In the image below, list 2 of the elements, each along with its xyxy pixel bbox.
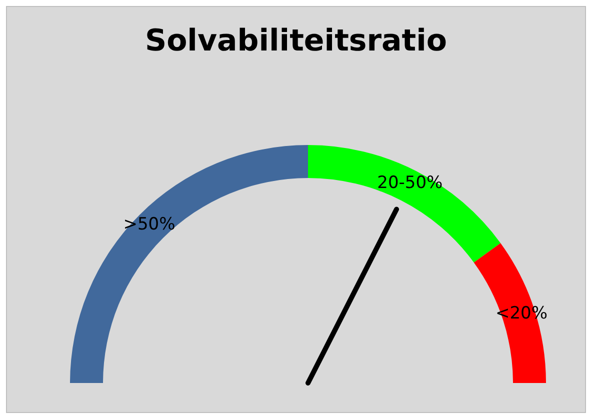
slice-label: 20-50% (377, 172, 443, 193)
chart-title: Solvabiliteitsratio (144, 24, 448, 58)
